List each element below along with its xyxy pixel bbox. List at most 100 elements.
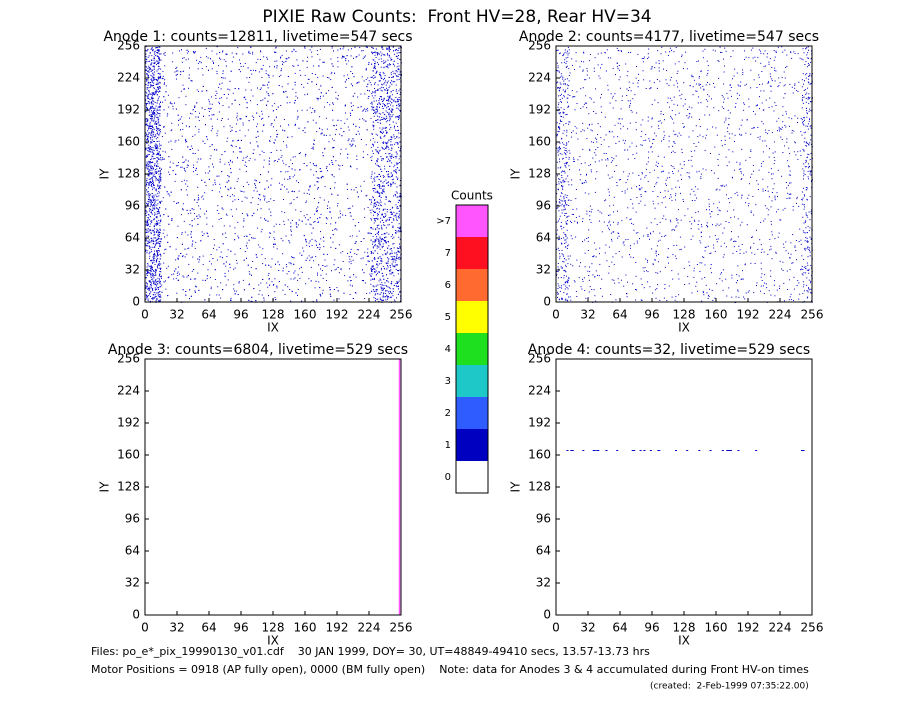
count-pixel	[355, 241, 357, 243]
count-pixel	[380, 269, 382, 271]
count-pixel	[232, 215, 233, 217]
count-pixel	[150, 273, 152, 275]
count-pixel	[246, 235, 248, 237]
count-pixel	[263, 152, 265, 153]
count-pixel	[387, 95, 389, 97]
count-pixel	[239, 147, 241, 149]
count-pixel	[384, 105, 386, 107]
count-pixel	[148, 148, 150, 150]
count-pixel	[383, 100, 384, 102]
count-pixel	[155, 261, 157, 263]
count-pixel	[154, 212, 156, 214]
count-pixel	[147, 150, 149, 152]
count-pixel	[362, 50, 364, 52]
count-pixel	[382, 175, 384, 176]
count-pixel	[305, 259, 307, 261]
count-pixel	[155, 281, 157, 283]
count-pixel	[362, 58, 364, 60]
count-pixel	[377, 264, 379, 266]
count-pixel	[201, 231, 203, 233]
count-pixel	[352, 73, 353, 74]
count-pixel	[147, 98, 149, 99]
count-pixel	[391, 144, 393, 146]
count-pixel	[157, 258, 159, 260]
count-pixel	[145, 132, 147, 134]
count-pixel	[389, 160, 391, 162]
count-pixel	[185, 104, 187, 106]
count-pixel	[325, 117, 327, 119]
count-pixel	[371, 51, 373, 53]
count-pixel	[389, 153, 391, 154]
count-pixel	[298, 182, 299, 183]
count-pixel	[262, 99, 264, 101]
count-pixel	[314, 110, 316, 112]
count-pixel	[218, 101, 220, 103]
count-pixel	[219, 97, 221, 99]
count-pixel	[146, 118, 148, 119]
count-pixel	[280, 238, 282, 240]
count-pixel	[183, 161, 185, 163]
count-pixel	[149, 288, 151, 290]
count-pixel	[250, 300, 252, 302]
count-pixel	[155, 190, 157, 192]
count-pixel	[163, 109, 165, 111]
count-pixel	[152, 289, 153, 291]
count-pixel	[186, 253, 188, 255]
count-pixel	[185, 138, 187, 140]
count-pixel	[204, 299, 206, 301]
count-pixel	[391, 99, 393, 101]
count-pixel	[161, 200, 163, 202]
count-pixel	[317, 181, 319, 183]
count-pixel	[209, 103, 211, 105]
count-pixel	[145, 120, 147, 122]
count-pixel	[189, 67, 190, 69]
count-pixel	[268, 76, 270, 78]
count-pixel	[364, 298, 366, 300]
count-pixel	[145, 69, 147, 71]
count-pixel	[157, 97, 159, 99]
count-pixel	[388, 173, 390, 175]
count-pixel	[259, 290, 261, 292]
count-pixel	[217, 130, 219, 132]
count-pixel	[156, 128, 158, 130]
count-pixel	[149, 142, 151, 144]
count-pixel	[168, 106, 170, 108]
count-pixel	[389, 209, 391, 211]
count-pixel	[222, 289, 224, 291]
count-pixel	[199, 256, 201, 258]
count-pixel	[343, 56, 345, 57]
count-pixel	[291, 51, 293, 53]
count-pixel	[170, 130, 172, 132]
count-pixel	[154, 61, 156, 63]
count-pixel	[270, 266, 272, 268]
count-pixel	[153, 119, 155, 121]
count-pixel	[329, 104, 331, 106]
count-pixel	[311, 46, 313, 48]
count-pixel	[158, 151, 160, 153]
count-pixel	[148, 287, 150, 289]
count-pixel	[385, 105, 387, 107]
count-pixel	[379, 149, 381, 151]
count-pixel	[313, 65, 314, 67]
count-pixel	[316, 299, 318, 301]
count-pixel	[274, 103, 276, 105]
count-pixel	[396, 196, 398, 198]
count-pixel	[152, 183, 154, 184]
count-pixel	[392, 291, 394, 292]
count-pixel	[152, 113, 154, 115]
count-pixel	[291, 136, 293, 138]
count-pixel	[177, 258, 179, 260]
count-pixel	[386, 252, 388, 254]
count-pixel	[312, 148, 314, 150]
count-pixel	[398, 117, 400, 119]
count-pixel	[211, 263, 212, 265]
count-pixel	[374, 271, 376, 273]
count-pixel	[393, 136, 395, 138]
count-pixel	[145, 298, 147, 300]
count-pixel	[352, 85, 353, 87]
count-pixel	[160, 286, 162, 288]
count-pixel	[393, 166, 395, 168]
count-pixel	[381, 260, 383, 262]
count-pixel	[397, 129, 399, 131]
count-pixel	[195, 116, 197, 118]
